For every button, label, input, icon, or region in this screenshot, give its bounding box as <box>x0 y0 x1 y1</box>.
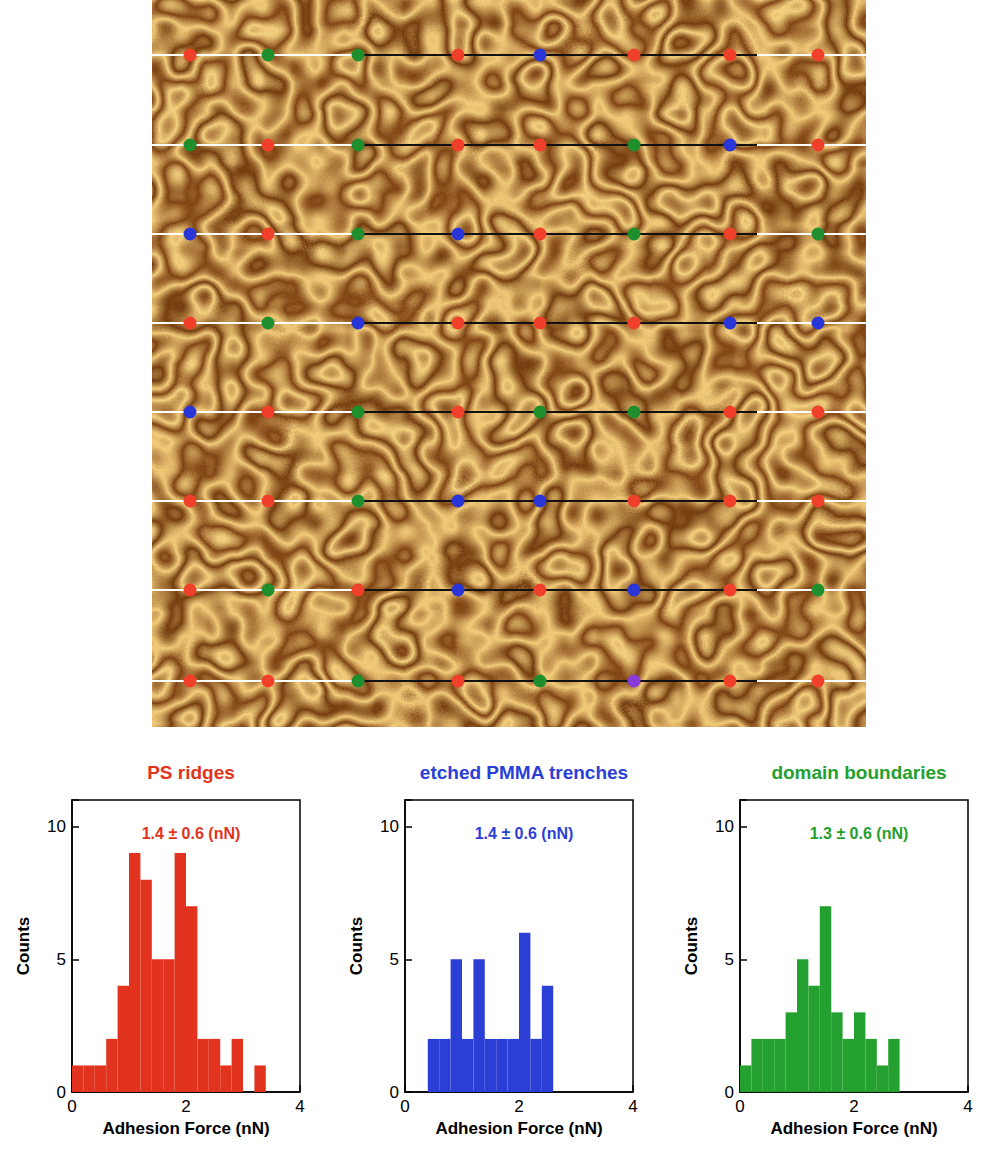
svg-text:5: 5 <box>725 950 734 969</box>
svg-text:2: 2 <box>849 1097 858 1116</box>
svg-text:0: 0 <box>57 1083 66 1102</box>
svg-text:Adhesion Force (nN): Adhesion Force (nN) <box>435 1119 602 1138</box>
svg-text:0: 0 <box>725 1083 734 1102</box>
svg-text:1.4 ± 0.6 (nN): 1.4 ± 0.6 (nN) <box>475 825 574 842</box>
svg-text:Counts: Counts <box>347 917 366 976</box>
svg-text:5: 5 <box>390 950 399 969</box>
svg-text:4: 4 <box>628 1097 637 1116</box>
svg-text:Counts: Counts <box>14 917 33 976</box>
svg-text:0: 0 <box>67 1097 76 1116</box>
svg-text:10: 10 <box>47 817 66 836</box>
svg-text:PS ridges: PS ridges <box>147 762 235 783</box>
svg-text:4: 4 <box>963 1097 972 1116</box>
svg-text:2: 2 <box>181 1097 190 1116</box>
svg-text:1.3 ± 0.6 (nN): 1.3 ± 0.6 (nN) <box>810 825 909 842</box>
svg-text:0: 0 <box>735 1097 744 1116</box>
svg-text:0: 0 <box>400 1097 409 1116</box>
svg-text:Adhesion Force (nN): Adhesion Force (nN) <box>102 1119 269 1138</box>
svg-text:0: 0 <box>390 1083 399 1102</box>
svg-text:domain boundaries: domain boundaries <box>771 762 946 783</box>
svg-text:2: 2 <box>514 1097 523 1116</box>
svg-text:etched PMMA trenches: etched PMMA trenches <box>420 762 628 783</box>
svg-text:5: 5 <box>57 950 66 969</box>
svg-text:4: 4 <box>295 1097 304 1116</box>
svg-text:10: 10 <box>715 817 734 836</box>
svg-text:Adhesion Force (nN): Adhesion Force (nN) <box>770 1119 937 1138</box>
svg-text:10: 10 <box>380 817 399 836</box>
svg-text:Counts: Counts <box>682 917 701 976</box>
svg-text:1.4 ± 0.6 (nN): 1.4 ± 0.6 (nN) <box>142 825 241 842</box>
